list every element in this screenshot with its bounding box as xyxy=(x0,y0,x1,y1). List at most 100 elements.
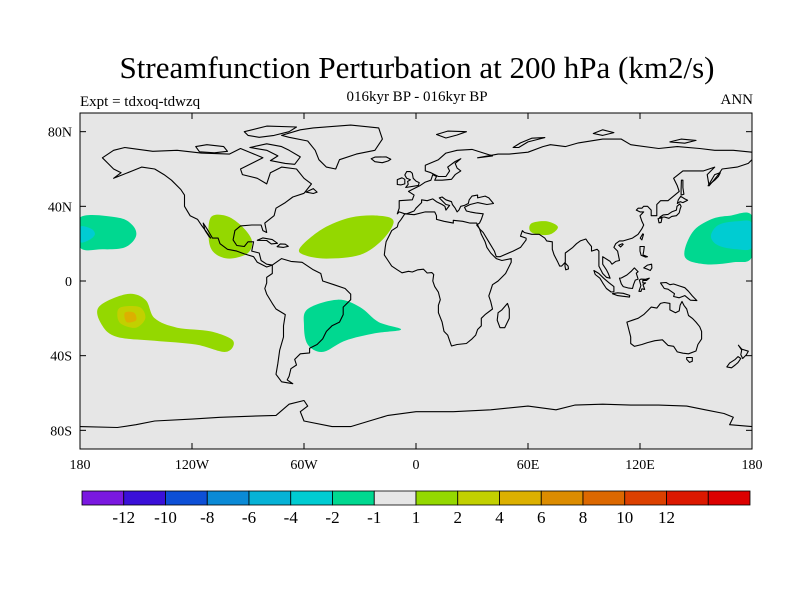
coastline-ireland xyxy=(396,177,406,186)
season-label: ANN xyxy=(720,92,754,108)
colorbar-box xyxy=(666,490,709,506)
x-tick-label: 120W xyxy=(175,458,210,473)
coastline-severnaya-zemlya xyxy=(592,129,615,136)
coastline-north-america xyxy=(101,146,313,268)
coastline-japan-kyushu xyxy=(657,217,663,224)
coastline-ellesmere xyxy=(243,125,298,138)
colorbar-box xyxy=(373,490,417,506)
chart-subtitle: 016kyr BP - 016kyr BP xyxy=(346,89,488,105)
region-south-pacific-core xyxy=(124,311,137,323)
colorbar-label: -12 xyxy=(112,508,135,527)
colorbar-label: 12 xyxy=(658,508,675,527)
colorbar-box xyxy=(165,490,208,506)
x-axis-ticks: 180 120W 60W 0 60E 120E 180 xyxy=(70,113,763,473)
colorbar-label: -2 xyxy=(325,508,339,527)
x-tick-label: 180 xyxy=(742,458,763,473)
colorbar-box xyxy=(123,490,166,506)
colorbar-label: -6 xyxy=(242,508,256,527)
coastline-antarctica xyxy=(80,399,752,429)
coastline-sri-lanka xyxy=(564,262,570,271)
coastline-hainan xyxy=(618,243,624,248)
colorbar-box xyxy=(624,490,667,506)
coastline-cuba xyxy=(256,237,279,245)
coastline-philippines-luzon xyxy=(639,245,649,258)
region-arabia xyxy=(529,221,558,236)
colorbar-box xyxy=(206,490,250,506)
coastline-new-siberian xyxy=(669,138,697,144)
coastline-borneo xyxy=(618,267,639,290)
coastline-svalbard xyxy=(435,130,467,139)
region-south-atlantic xyxy=(303,299,402,352)
region-north-pacific-west xyxy=(80,215,137,251)
plot-background xyxy=(80,113,752,449)
coastline-japan-hokkaido xyxy=(676,195,689,205)
coastline-greenland xyxy=(281,124,383,170)
colorbar-box xyxy=(582,490,626,506)
coastline-new-zealand-north xyxy=(737,344,749,360)
coastline-new-guinea xyxy=(659,281,698,302)
colorbar-label: 8 xyxy=(579,508,588,527)
coastline-south-america xyxy=(264,258,352,385)
colorbar-label: 6 xyxy=(537,508,546,527)
coastline-philippines-mindanao xyxy=(643,263,653,272)
coastline-britain xyxy=(404,171,420,189)
coastline-newfoundland xyxy=(305,188,318,195)
y-tick-label: 40N xyxy=(48,200,72,215)
coastline-sulawesi xyxy=(638,277,650,293)
coastline-sakhalin xyxy=(680,179,685,196)
y-tick-label: 80S xyxy=(50,424,72,439)
y-tick-label: 80N xyxy=(48,126,72,141)
colorbar-label: -8 xyxy=(200,508,214,527)
coastline-iceland xyxy=(370,156,392,164)
x-tick-label: 120E xyxy=(625,458,655,473)
coastline-new-zealand-south xyxy=(726,356,742,369)
region-west-pacific-core xyxy=(710,220,752,251)
coastline-java xyxy=(611,292,631,298)
colorbar-box xyxy=(332,490,375,506)
colorbar-box xyxy=(540,490,584,506)
colorbar-box xyxy=(499,490,542,506)
coastlines xyxy=(80,124,752,429)
coastline-eurasia xyxy=(396,138,752,279)
chart-title: Streamfunction Perturbation at 200 hPa (… xyxy=(119,50,715,85)
region-north-atlantic xyxy=(298,215,394,259)
x-tick-label: 0 xyxy=(413,458,420,473)
region-mexico-gulf xyxy=(208,214,253,259)
x-tick-label: 60E xyxy=(517,458,540,473)
contour-regions xyxy=(80,212,752,352)
x-tick-label: 180 xyxy=(70,458,91,473)
coastline-novaya-zemlya xyxy=(512,137,546,149)
coastline-kamchatka-tip xyxy=(707,172,721,187)
y-axis-ticks: 80N 40N 0 40S 80S xyxy=(48,126,752,439)
colorbar-box xyxy=(248,490,292,506)
colorbar-box xyxy=(707,490,751,506)
x-tick-label: 60W xyxy=(290,458,318,473)
coastline-sumatra xyxy=(593,269,615,293)
colorbar-label: -4 xyxy=(284,508,299,527)
colorbar-label: 4 xyxy=(495,508,504,527)
coastline-tasmania xyxy=(686,356,693,363)
colorbar-label: 10 xyxy=(616,508,633,527)
colorbar-label: 1 xyxy=(412,508,421,527)
coastline-africa xyxy=(383,211,512,347)
colorbar: -12 -10 -8 -6 -4 -2 -1 1 2 4 6 8 10 12 xyxy=(81,490,751,527)
coastline-australia xyxy=(626,300,703,355)
colorbar-label: -1 xyxy=(367,508,381,527)
coastline-japan-honshu xyxy=(659,203,682,219)
coastline-taiwan xyxy=(639,233,645,241)
colorbar-label: 2 xyxy=(454,508,463,527)
y-tick-label: 40S xyxy=(50,350,72,365)
coastline-baffin xyxy=(249,143,301,165)
colorbar-box xyxy=(457,490,500,506)
colorbar-box xyxy=(290,490,333,506)
colorbar-label: -10 xyxy=(154,508,177,527)
coastline-victoria-is xyxy=(195,144,229,154)
colorbar-box xyxy=(81,490,125,506)
coastline-hispaniola xyxy=(276,243,289,248)
colorbar-box xyxy=(415,490,459,506)
experiment-label: Expt = tdxoq-tdwzq xyxy=(80,94,201,110)
region-north-pacific-west-core xyxy=(80,226,95,243)
coastline-madagascar xyxy=(496,302,510,329)
y-tick-label: 0 xyxy=(65,275,72,290)
